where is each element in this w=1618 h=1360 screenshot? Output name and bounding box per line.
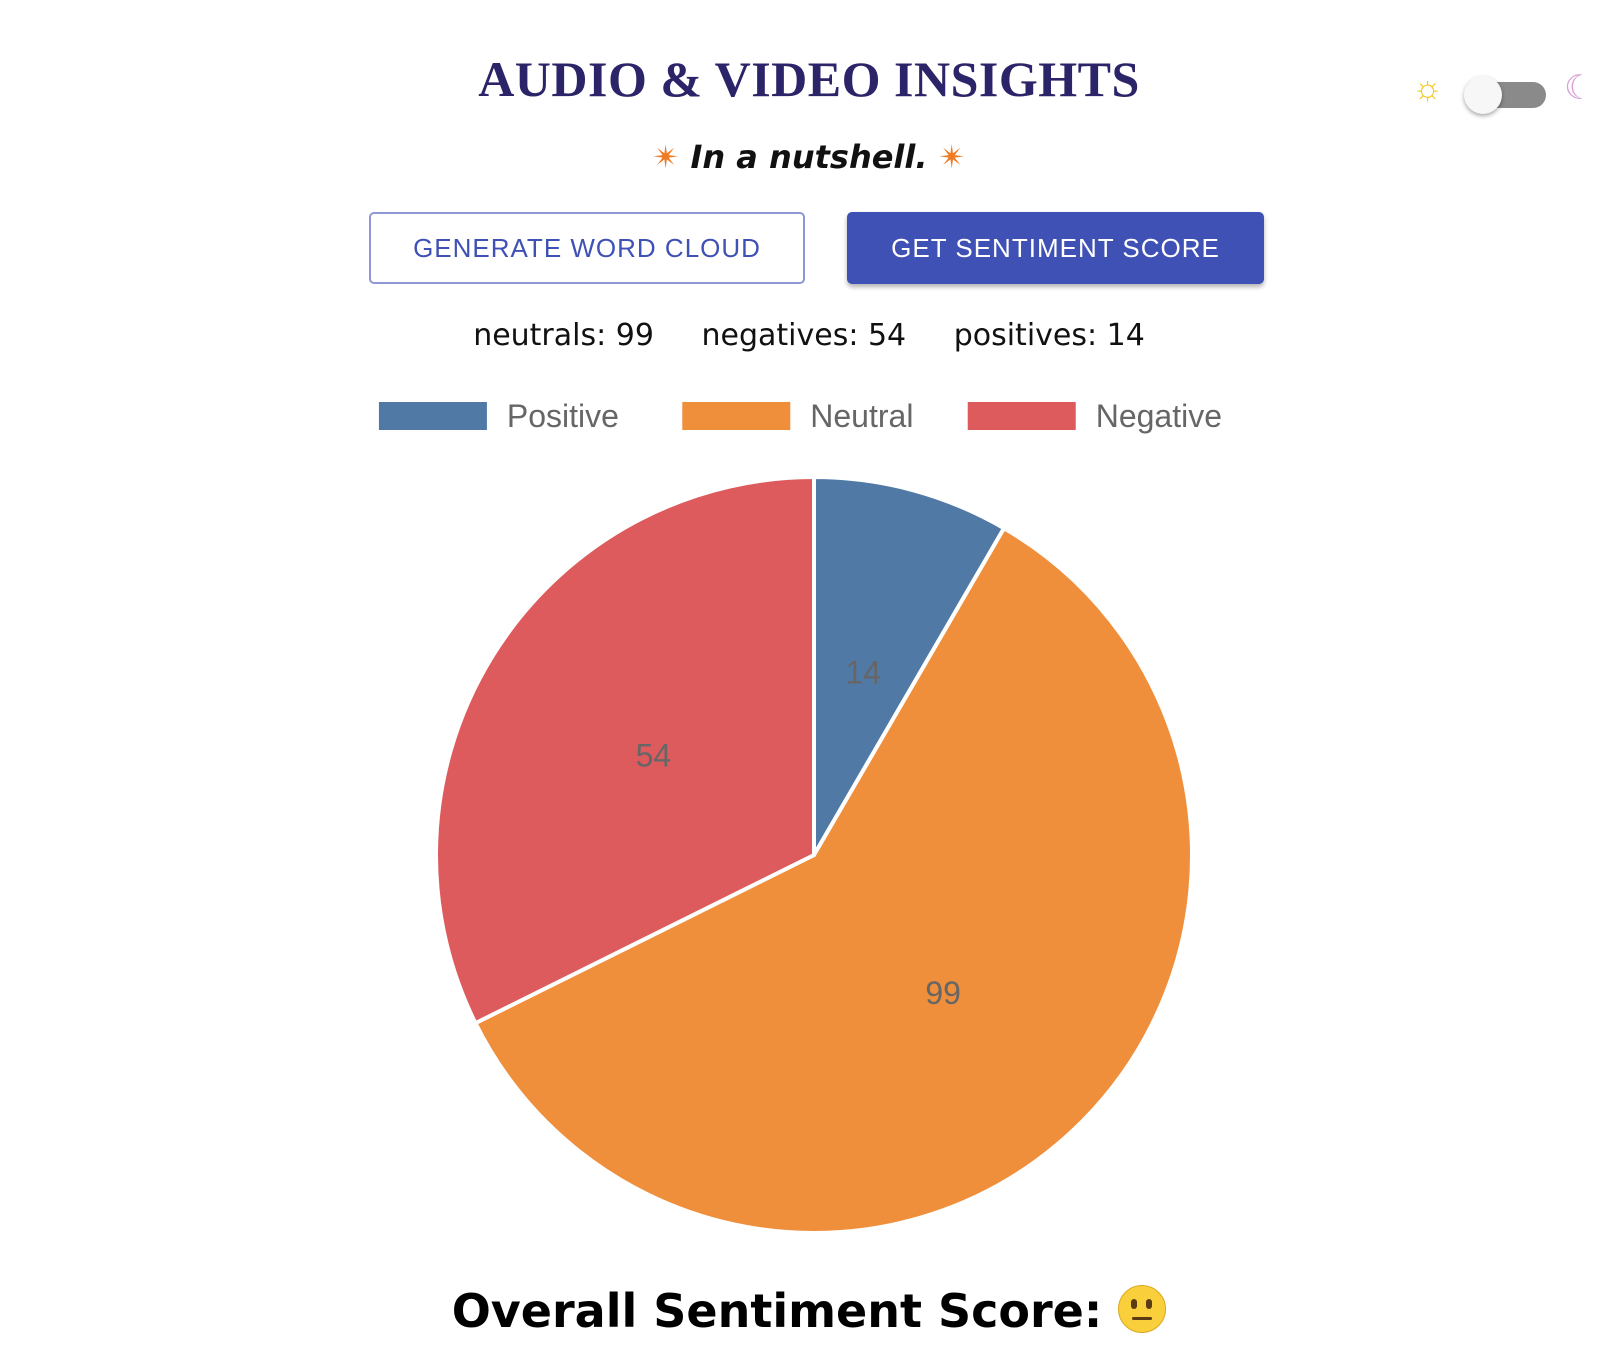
- generate-word-cloud-button[interactable]: GENERATE WORD CLOUD: [369, 212, 805, 284]
- overall-sentiment: Overall Sentiment Score:: [0, 1284, 1618, 1338]
- overall-sentiment-label: Overall Sentiment Score:: [451, 1284, 1103, 1338]
- pie-slice-neutral[interactable]: [472, 525, 1194, 1235]
- get-sentiment-score-button[interactable]: GET SENTIMENT SCORE: [847, 212, 1264, 284]
- theme-switch[interactable]: [1464, 76, 1546, 114]
- sentiment-counts: neutrals: 99 negatives: 54 positives: 14: [0, 318, 1618, 353]
- sun-icon: ☼: [1412, 69, 1444, 107]
- legend-label-positive[interactable]: Positive: [507, 398, 619, 434]
- pie-label-positive: 14: [845, 655, 881, 691]
- page-title: AUDIO & VIDEO INSIGHTS: [478, 51, 1140, 107]
- neutral-face-icon: [1118, 1285, 1167, 1333]
- legend-swatch-positive[interactable]: [378, 402, 487, 430]
- count-positives: positives: 14: [953, 318, 1145, 353]
- subtitle-text: In a nutshell.: [690, 138, 928, 176]
- pie-slice-positive[interactable]: [812, 474, 1007, 863]
- theme-switch-knob[interactable]: [1464, 76, 1502, 114]
- subtitle: ✴ In a nutshell. ✴: [0, 138, 1618, 176]
- count-negatives: negatives: 54: [701, 318, 907, 353]
- sparkle-icon: ✴: [938, 138, 966, 176]
- pie-label-negative: 54: [636, 737, 672, 773]
- legend-swatch-negative[interactable]: [967, 402, 1076, 430]
- legend-label-neutral[interactable]: Neutral: [810, 398, 913, 434]
- sentiment-pie-chart: Positive Neutral Negative 14 99 54: [378, 398, 1222, 1235]
- moon-icon: ☾: [1564, 69, 1595, 107]
- legend-swatch-neutral[interactable]: [682, 402, 791, 430]
- legend-label-negative[interactable]: Negative: [1096, 398, 1222, 434]
- pie-slice-negative[interactable]: [434, 474, 816, 1026]
- theme-toggle: ☼ ☾: [1412, 68, 1602, 118]
- count-neutrals: neutrals: 99: [473, 318, 654, 353]
- sparkle-icon: ✴: [652, 138, 680, 176]
- pie-label-neutral: 99: [925, 975, 961, 1011]
